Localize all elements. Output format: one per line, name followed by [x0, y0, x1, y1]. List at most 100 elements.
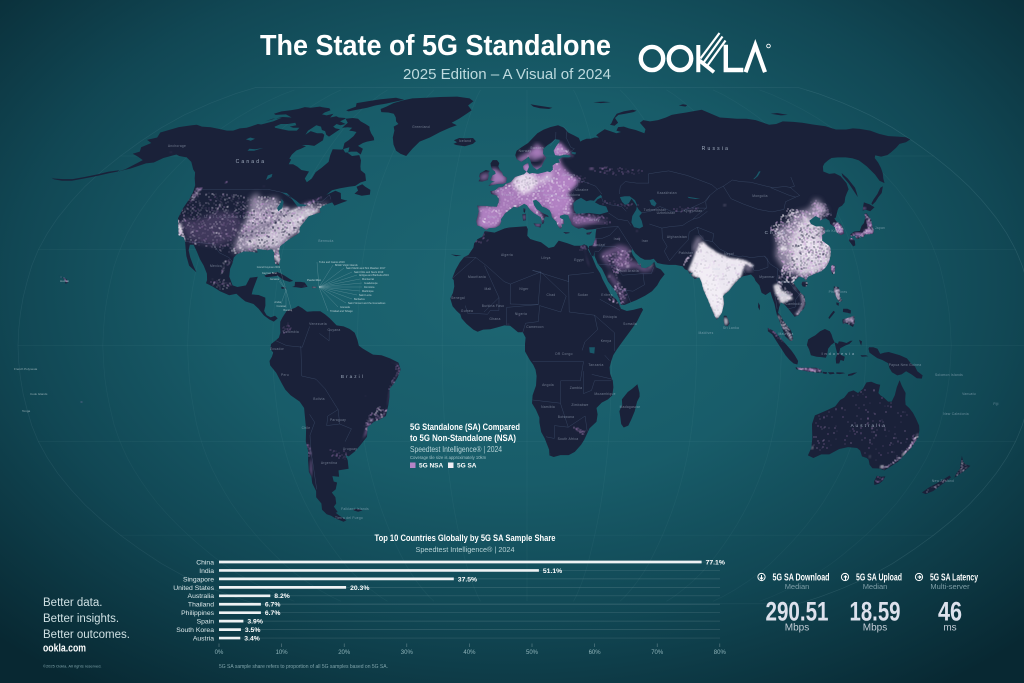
svg-text:Jamaica: Jamaica [270, 278, 280, 281]
svg-text:Afghanistan: Afghanistan [667, 235, 687, 239]
svg-text:Egypt: Egypt [574, 258, 584, 262]
svg-text:Romania: Romania [558, 196, 573, 200]
svg-text:70%: 70% [651, 650, 664, 656]
svg-text:Grenada: Grenada [340, 306, 350, 309]
svg-text:0%: 0% [215, 650, 224, 656]
svg-text:Greenland: Greenland [412, 125, 430, 129]
svg-text:Libya: Libya [541, 256, 550, 260]
svg-text:Chad: Chad [547, 293, 556, 297]
svg-text:South Korea: South Korea [820, 229, 841, 233]
svg-text:3.4%: 3.4% [244, 635, 259, 642]
svg-text:A u s t r a l i a: A u s t r a l i a [851, 423, 886, 428]
svg-text:South Korea: South Korea [176, 627, 214, 634]
svg-text:Botswana: Botswana [558, 415, 574, 419]
svg-text:Finland: Finland [557, 149, 570, 153]
svg-text:©2025 Ookla. All rights reserv: ©2025 Ookla. All rights reserved. [43, 664, 102, 669]
svg-text:Burkina Faso: Burkina Faso [482, 304, 504, 308]
svg-text:B r a z i l: B r a z i l [341, 374, 363, 379]
svg-text:Guadeloupe: Guadeloupe [364, 282, 378, 285]
svg-text:40%: 40% [463, 650, 476, 656]
svg-text:Coverage tile size is approxim: Coverage tile size is approximately 10km [410, 455, 487, 460]
svg-text:New Caledonia: New Caledonia [943, 412, 969, 416]
svg-text:Angola: Angola [542, 383, 554, 387]
svg-text:5G Standalone (SA) Compared: 5G Standalone (SA) Compared [410, 422, 520, 432]
svg-text:Algeria: Algeria [501, 253, 513, 257]
svg-text:Guinea: Guinea [461, 309, 473, 313]
svg-text:Anchorage: Anchorage [168, 144, 186, 148]
svg-text:Peru: Peru [281, 373, 289, 377]
svg-text:Fiji: Fiji [993, 402, 998, 406]
svg-text:Mbps: Mbps [785, 623, 809, 634]
svg-text:Norway: Norway [519, 149, 532, 153]
svg-text:Turks and Caicos 2019: Turks and Caicos 2019 [319, 261, 345, 264]
svg-text:Belarus: Belarus [563, 173, 576, 177]
svg-text:Barbados: Barbados [354, 298, 365, 301]
svg-text:Bermuda: Bermuda [318, 239, 333, 243]
svg-text:Argentina: Argentina [321, 461, 337, 465]
svg-text:Spain: Spain [197, 619, 215, 626]
svg-text:10%: 10% [276, 650, 289, 656]
svg-text:Nigeria: Nigeria [515, 312, 527, 316]
svg-text:5G SA Upload: 5G SA Upload [856, 573, 902, 584]
svg-text:Montserrat: Montserrat [362, 278, 374, 281]
svg-text:Senegal: Senegal [451, 296, 465, 300]
svg-text:India: India [712, 267, 720, 271]
svg-text:Tierra del Fuego: Tierra del Fuego [335, 516, 363, 520]
svg-text:Nepal: Nepal [724, 252, 734, 256]
svg-text:Philippines: Philippines [829, 290, 848, 294]
svg-text:77.1%: 77.1% [706, 559, 725, 566]
svg-text:5G SA Latency: 5G SA Latency [930, 573, 978, 584]
svg-text:ookla.com: ookla.com [43, 643, 86, 655]
svg-text:8.2%: 8.2% [274, 593, 290, 600]
svg-text:Curacao: Curacao [277, 305, 287, 308]
svg-text:C a n a d a: C a n a d a [236, 159, 265, 165]
svg-text:290.51: 290.51 [766, 597, 829, 627]
svg-text:Ecuador: Ecuador [270, 347, 285, 351]
svg-text:Thailand: Thailand [188, 602, 214, 609]
svg-text:Saint Kitts and Nevis 2019: Saint Kitts and Nevis 2019 [354, 271, 384, 274]
svg-text:Japan: Japan [875, 226, 885, 230]
svg-text:Niger: Niger [519, 287, 529, 291]
svg-text:5G NSA: 5G NSA [419, 463, 444, 470]
svg-text:R u s s i a: R u s s i a [702, 146, 729, 152]
svg-text:Eritrea: Eritrea [601, 293, 612, 297]
svg-text:50%: 50% [526, 650, 539, 656]
svg-text:Mbps: Mbps [863, 623, 887, 634]
svg-text:Venezuela: Venezuela [309, 322, 327, 326]
svg-text:Mongolia: Mongolia [752, 194, 767, 198]
svg-text:Turkey: Turkey [588, 218, 600, 222]
svg-text:20%: 20% [338, 650, 351, 656]
svg-text:5G SA: 5G SA [457, 463, 477, 470]
svg-text:Papua New Guinea: Papua New Guinea [889, 363, 922, 367]
svg-text:Zimbabwe: Zimbabwe [571, 403, 588, 407]
svg-text:Paraguay: Paraguay [330, 418, 346, 422]
svg-text:to 5G Non-Standalone (NSA): to 5G Non-Standalone (NSA) [410, 433, 516, 443]
svg-text:Top 10 Countries Globally by 5: Top 10 Countries Globally by 5G SA Sampl… [375, 533, 556, 544]
svg-text:Ghana: Ghana [489, 317, 500, 321]
svg-text:Puerto Rico: Puerto Rico [307, 278, 322, 282]
svg-text:5G SA Download: 5G SA Download [773, 573, 830, 584]
svg-text:I n d o n e s i a: I n d o n e s i a [821, 351, 854, 356]
svg-text:ms: ms [943, 623, 956, 634]
svg-text:80%: 80% [714, 650, 727, 656]
svg-text:Vanuatu: Vanuatu [962, 392, 976, 396]
svg-text:Mali: Mali [484, 287, 491, 291]
svg-text:Saint Lucia: Saint Lucia [359, 294, 372, 297]
svg-text:Kenya: Kenya [601, 339, 612, 343]
svg-text:Speedtest Intelligence® | 2024: Speedtest Intelligence® | 2024 [416, 545, 515, 554]
svg-text:Falkland Islands: Falkland Islands [341, 507, 369, 511]
svg-text:37.5%: 37.5% [458, 576, 477, 583]
svg-text:Zambia: Zambia [570, 386, 583, 390]
svg-text:18.59: 18.59 [850, 597, 901, 627]
svg-text:Antigua and Barbuda 2019: Antigua and Barbuda 2019 [359, 274, 389, 277]
svg-text:Somalia: Somalia [623, 322, 637, 326]
svg-text:C h i n a: C h i n a [765, 230, 786, 235]
svg-text:France: France [502, 193, 514, 197]
svg-text:Hawaii: Hawaii [60, 279, 69, 283]
svg-text:United States: United States [173, 585, 214, 592]
svg-text:5G SA sample share refers to p: 5G SA sample share refers to proportion … [219, 664, 388, 670]
svg-text:Kazakhstan: Kazakhstan [657, 191, 677, 195]
svg-text:60%: 60% [589, 650, 602, 656]
svg-text:Better insights.: Better insights. [43, 613, 119, 625]
svg-text:Median: Median [785, 582, 810, 591]
